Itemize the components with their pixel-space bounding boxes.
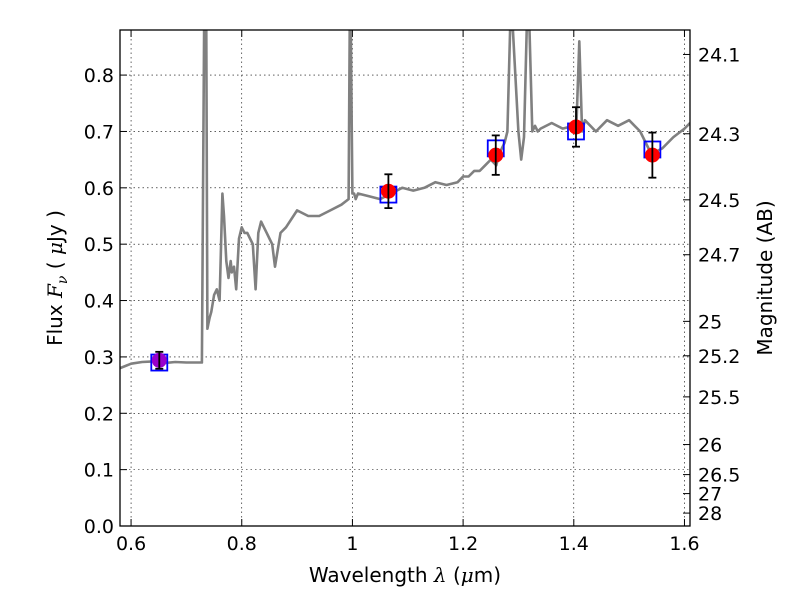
- x-tick-label: 1.6: [669, 533, 699, 555]
- y-tick-label: 0.3: [84, 347, 114, 369]
- y-tick-label: 0.5: [84, 234, 114, 256]
- y-tick-label: 0.4: [84, 291, 114, 313]
- y-tick-label: 0.6: [84, 178, 114, 200]
- points-layer: [150, 106, 662, 372]
- plot-frame: [119, 29, 691, 527]
- y2-tick-label: 27: [698, 484, 722, 506]
- model-spectrum-line: [120, 30, 690, 370]
- y-tick-label: 0.2: [84, 403, 114, 425]
- x-tick-label: 0.8: [227, 533, 257, 555]
- y-tick-label: 0.7: [84, 121, 114, 143]
- x-axis-title: Wavelength λ (μm): [309, 563, 501, 587]
- x-tick-label: 1.2: [448, 533, 478, 555]
- y-tick-label: 0.0: [84, 516, 114, 538]
- y2-tick-label: 24.7: [698, 245, 740, 267]
- y2-tick-label: 26: [698, 435, 722, 457]
- y2-tick-label: 28: [698, 503, 722, 525]
- plot-background: [120, 30, 690, 526]
- data-layer: [120, 30, 690, 370]
- y-tick-label: 0.8: [84, 65, 114, 87]
- y-tick-label: 0.1: [84, 460, 114, 482]
- y2-tick-label: 25: [698, 311, 722, 333]
- x-tick-label: 1.4: [559, 533, 589, 555]
- y2-tick-label: 26.5: [698, 465, 740, 487]
- x-tick-label: 1: [346, 533, 358, 555]
- y2-tick-label: 24.5: [698, 190, 740, 212]
- ticks: 0.6 0.8 1 1.2 1.4 1.6 0.0 0.1 0.2 0.3 0.4 0.5 0.6 0.7…: [84, 30, 740, 555]
- y2-tick-label: 25.5: [698, 387, 740, 409]
- y2-axis-title: Magnitude (AB): [753, 200, 777, 355]
- y-axis-title: Flux Fν ( μJy ): [43, 210, 71, 346]
- x-tick-label: 0.6: [116, 533, 146, 555]
- y2-tick-label: 24.1: [698, 44, 740, 66]
- y2-tick-label: 24.3: [698, 124, 740, 146]
- y2-tick-label: 25.2: [698, 346, 740, 368]
